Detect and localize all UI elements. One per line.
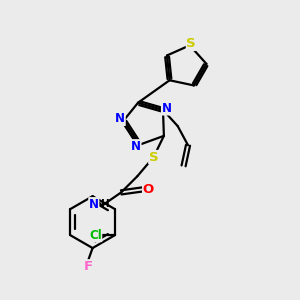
- Text: S: S: [149, 151, 158, 164]
- Text: O: O: [143, 183, 154, 196]
- Text: N: N: [131, 140, 141, 153]
- Text: H: H: [100, 199, 109, 209]
- Text: F: F: [84, 260, 93, 273]
- Text: N: N: [115, 112, 125, 125]
- Text: Cl: Cl: [89, 229, 102, 242]
- Text: N: N: [161, 102, 172, 115]
- Text: S: S: [186, 38, 196, 50]
- Text: N: N: [89, 198, 99, 211]
